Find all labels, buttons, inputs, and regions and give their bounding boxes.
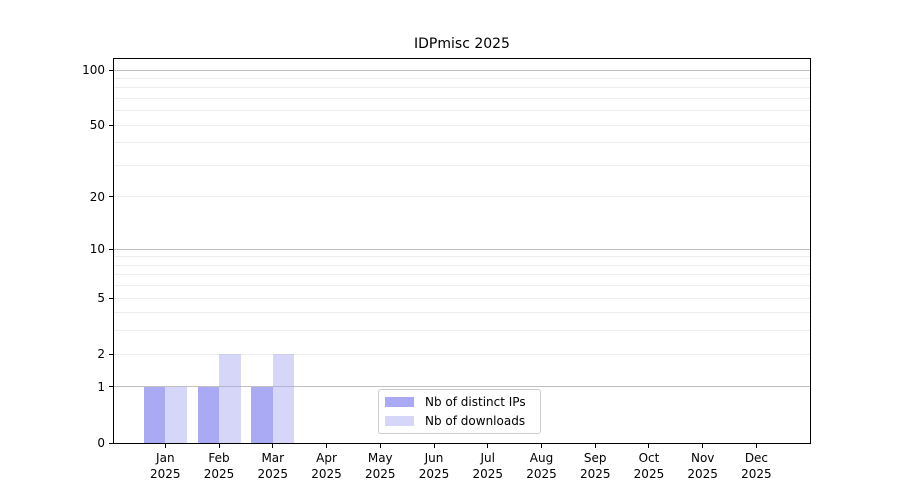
gridline-minor-7: [114, 274, 810, 276]
gridline-minor-6: [114, 285, 810, 287]
x-tick-mark-apr: [326, 444, 328, 448]
chart-title: IDPmisc 2025: [414, 36, 510, 52]
x-tick-label-year-jun: 2025: [418, 467, 450, 481]
x-tick-mark-nov: [702, 444, 704, 448]
y-tick-label-10: 10: [89, 242, 105, 257]
y-tick-label-50: 50: [89, 118, 105, 133]
gridline-minor-30: [114, 164, 810, 166]
gridline-minor-8: [114, 264, 810, 266]
y-tick-label-2: 2: [97, 347, 105, 362]
gridline-minor-9: [114, 256, 810, 258]
gridline-minor-90: [114, 77, 810, 79]
gridline-minor-3: [114, 330, 810, 332]
gridline-minor-40: [114, 142, 810, 144]
x-tick-mark-mar: [272, 444, 274, 448]
x-tick-mark-jul: [487, 444, 489, 448]
legend: Nb of distinct IPs Nb of downloads: [378, 389, 541, 434]
bar-downloads-mar: [272, 354, 295, 443]
x-tick-label-month-jun: Jun: [424, 451, 444, 465]
bar-distinct-ips-feb: [197, 386, 220, 443]
x-tick-label-month-may: May: [367, 451, 393, 465]
gridline-minor-20: [114, 196, 810, 198]
y-tick-mark-100: [109, 70, 113, 71]
y-tick-mark-10: [109, 249, 113, 250]
x-tick-label-year-aug: 2025: [526, 467, 557, 481]
legend-entry-downloads: Nb of downloads: [385, 414, 534, 428]
y-tick-label-20: 20: [89, 189, 105, 204]
x-tick-label-year-nov: 2025: [687, 467, 718, 481]
x-tick-mark-may: [379, 444, 381, 448]
x-tick-mark-sep: [594, 444, 596, 448]
legend-swatch-distinct-ips: [385, 397, 414, 408]
x-tick-mark-feb: [218, 444, 220, 448]
x-tick-label-month-feb: Feb: [208, 451, 230, 465]
x-tick-label-year-dec: 2025: [741, 467, 772, 481]
y-tick-mark-5: [109, 298, 113, 299]
legend-swatch-downloads: [385, 415, 414, 426]
x-tick-label-year-mar: 2025: [257, 467, 289, 481]
gridline-minor-60: [114, 110, 810, 112]
gridline-major-1: [114, 386, 810, 388]
legend-entry-distinct-ips: Nb of distinct IPs: [385, 395, 534, 409]
plot-area: [113, 58, 811, 444]
x-tick-mark-dec: [755, 444, 757, 448]
x-tick-label-year-may: 2025: [364, 467, 396, 481]
bar-distinct-ips-jan: [143, 386, 166, 443]
x-tick-label-year-jul: 2025: [472, 467, 503, 481]
y-tick-label-100: 100: [82, 63, 105, 77]
x-tick-label-month-dec: Dec: [744, 451, 769, 465]
gridline-minor-70: [114, 97, 810, 99]
x-tick-mark-aug: [540, 444, 542, 448]
bar-downloads-jan: [165, 386, 187, 443]
y-tick-label-1: 1: [97, 379, 105, 394]
y-tick-mark-2: [109, 354, 113, 355]
x-tick-label-year-feb: 2025: [203, 467, 235, 481]
gridline-minor-4: [114, 312, 810, 314]
x-tick-label-month-apr: Apr: [316, 451, 337, 465]
gridline-minor-50: [114, 124, 810, 126]
x-tick-mark-jun: [433, 444, 435, 448]
gridline-major-100: [114, 69, 810, 71]
x-tick-mark-jan: [164, 444, 166, 448]
x-tick-label-year-sep: 2025: [579, 467, 611, 481]
y-tick-label-5: 5: [97, 291, 105, 306]
gridline-minor-2: [114, 353, 810, 355]
y-tick-mark-1: [109, 386, 113, 387]
gridline-major-10: [114, 248, 810, 250]
y-tick-mark-50: [109, 125, 113, 126]
y-tick-label-0: 0: [97, 436, 105, 450]
bar-distinct-ips-mar: [251, 386, 273, 443]
y-tick-mark-20: [109, 196, 113, 197]
x-tick-label-year-apr: 2025: [311, 467, 342, 481]
y-tick-mark-0: [109, 443, 113, 444]
legend-label-downloads: Nb of downloads: [425, 413, 526, 428]
x-tick-label-month-sep: Sep: [583, 451, 607, 465]
x-tick-label-month-mar: Mar: [261, 451, 285, 465]
x-tick-label-month-aug: Aug: [529, 451, 554, 465]
gridline-minor-80: [114, 87, 810, 89]
x-tick-mark-oct: [648, 444, 650, 448]
gridline-minor-5: [114, 297, 810, 299]
x-tick-label-month-jan: Jan: [156, 451, 175, 465]
legend-label-distinct-ips: Nb of distinct IPs: [425, 395, 526, 410]
x-tick-label-month-jul: Jul: [480, 451, 495, 465]
x-tick-label-year-oct: 2025: [633, 467, 665, 481]
x-tick-label-month-nov: Nov: [690, 451, 715, 465]
x-tick-label-month-oct: Oct: [638, 451, 660, 465]
x-tick-label-year-jan: 2025: [150, 467, 181, 481]
bar-downloads-feb: [219, 354, 241, 443]
